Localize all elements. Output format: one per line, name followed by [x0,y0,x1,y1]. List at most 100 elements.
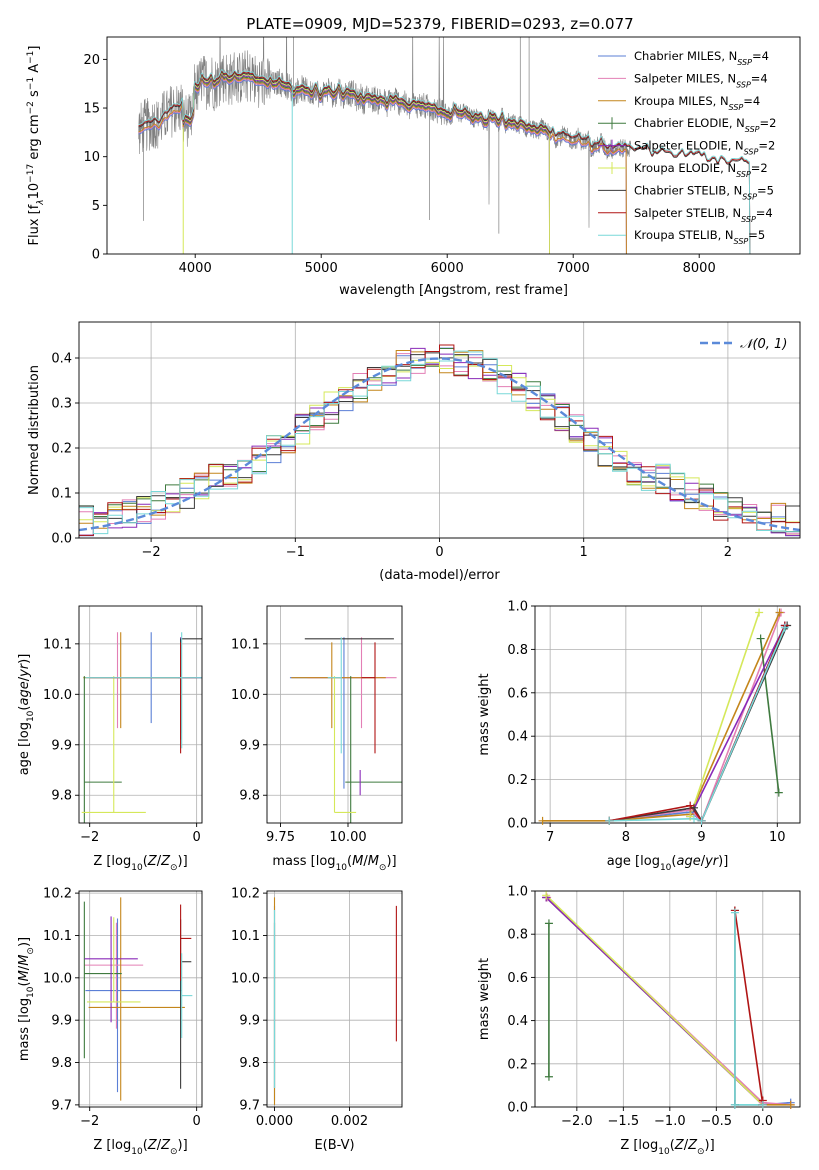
tick-label-y: 9.7 [239,1098,260,1113]
plot-area-residuals [79,344,800,537]
tick-label-x: 7 [546,830,554,845]
tick-label-y: 0.0 [51,532,72,547]
tick-label-x: 8 [622,830,630,845]
weight-marker-kroupa-stelib [780,623,789,632]
tick-label-y: 0.4 [51,352,72,367]
weight-marker-salpeter-stelib [686,801,695,810]
tick-label-y: 9.7 [51,1098,72,1113]
weight-marker-kroupa-miles [775,608,784,617]
y-axis-label: Normed distribution [27,365,42,495]
legend-entry: Chabrier STELIB, NSSP=5 [634,183,774,201]
plot-area-mass_vs_EBV [273,897,397,1105]
tick-label-y: 0.8 [507,928,528,943]
tick-label-x: 4000 [179,261,212,276]
axes-frame [266,890,403,1108]
model-line-chabrier-stelib [138,71,751,254]
weight-marker-kroupa-stelib [730,1100,739,1109]
weight-marker-kroupa-stelib [690,814,698,823]
tick-label-y: 0.4 [507,1014,528,1029]
residual-hist-chabrier-stelib [79,352,800,524]
tick-label-x: 0.0 [752,1114,773,1129]
tick-label-x: 9 [697,830,705,845]
tick-label-x: −2 [80,830,99,845]
tick-label-x: 10.00 [329,830,366,845]
tick-label-y: 10 [83,150,100,165]
weight-line-kroupa-elodie [689,612,760,817]
weight-marker-chabrier-elodie [544,1072,553,1081]
plot-area-spectrum [138,37,751,254]
plot-area-mass_vs_Z [83,897,193,1101]
plot-area-weight_vs_age [542,612,788,823]
tick-label-y: 10.2 [231,887,260,902]
x-axis-label: Z [log10(Z/Z⊙)] [93,1138,187,1157]
tick-label-x: 0 [435,545,443,560]
weight-line-kroupa-stelib [609,627,786,822]
tick-label-y: 0.8 [507,643,528,658]
x-axis-label: age [log10(age/yr)] [607,854,729,873]
tick-label-x: −0.5 [701,1114,733,1129]
axes-age_vs_mass: 9.75 10.00 9.8 9.9 10.0 10.1 mass [log10(M/M⊙)… [231,605,403,873]
plot-area-age_vs_Z [81,632,202,823]
tick-label-x: 8000 [683,261,716,276]
tick-label-y: 0.0 [507,1101,528,1116]
tick-label-x: 5000 [305,261,338,276]
legend-entry: Kroupa ELODIE, NSSP=2 [634,161,768,179]
legend-entry: Salpeter STELIB, NSSP=4 [634,206,773,224]
tick-label-x: 0 [193,1114,201,1129]
tick-label-y: 9.9 [51,738,72,753]
tick-label-y: 10.1 [43,929,72,944]
axes-frame [78,605,203,824]
tick-label-x: 7000 [557,261,590,276]
x-axis-label: Z [log10(Z/Z⊙)] [93,854,187,873]
weight-line-kroupa-elodie [545,894,764,1106]
tick-label-y: 0.6 [507,686,528,701]
legend-entry: Salpeter ELODIE, NSSP=2 [634,139,775,157]
legend-entry: Chabrier ELODIE, NSSP=2 [634,116,776,134]
x-axis-label: wavelength [Angstrom, rest frame] [339,283,568,298]
tick-label-x: 0 [193,830,201,845]
axes-spectrum: 4000 5000 6000 7000 8000 0 5 10 15 20 wavelength [… [26,36,801,298]
weight-marker-chabrier-elodie [774,788,783,797]
tick-label-y: 9.9 [239,738,260,753]
axes-frame [534,890,801,1108]
tick-label-x: −1.0 [654,1114,686,1129]
legend-entry: Salpeter MILES, NSSP=4 [634,71,768,89]
weight-marker-kroupa-stelib [730,908,739,917]
tick-label-x: 6000 [431,261,464,276]
weight-marker-kroupa-elodie [755,608,764,617]
tick-label-y: 10.2 [43,887,72,902]
axes-weight_vs_age: 7 8 9 10 0.0 0.2 0.4 0.6 0.8 1.0 age [log10(age/yr… [477,600,801,873]
y-axis-label: Flux [fλ10−17 erg cm−2 s−1 A−1] [26,46,46,246]
tick-label-x: 10 [769,830,786,845]
x-axis-label: E(B-V) [314,1138,354,1153]
axes-frame [78,890,203,1108]
tick-label-x: −1 [286,545,305,560]
axes-residuals: −2 −1 0 1 2 0.0 0.1 0.2 0.3 0.4 (data-model)/error… [27,321,801,583]
tick-label-y: 9.8 [239,789,260,804]
y-axis-label: age [log10(age/yr)] [17,654,36,776]
weight-marker-chabrier-elodie [544,919,553,928]
axes-age_vs_Z: −2 0 9.8 9.9 10.0 10.1 Z [log10(Z/Z⊙)] age [log… [17,605,203,873]
weight-line-chabrier-elodie [759,638,780,793]
tick-label-x: 2 [724,545,732,560]
tick-label-x: −2 [142,545,161,560]
legend-entry: Kroupa MILES, NSSP=4 [634,94,760,112]
legend-entry: Kroupa STELIB, NSSP=5 [634,228,765,246]
weight-marker-kroupa-stelib [697,816,706,825]
tick-label-y: 0.1 [51,487,72,502]
residual-hist-kroupa-stelib [79,350,800,535]
legend-entry: 𝒩(0, 1) [740,337,787,352]
y-axis-label: mass weight [477,958,492,1040]
tick-label-y: 0.6 [507,971,528,986]
axes-mass_vs_Z: −2 0 9.7 9.8 9.9 10.0 10.1 10.2 Z [log10(Z/Z⊙)] m… [17,887,203,1157]
tick-label-x: −1.5 [608,1114,640,1129]
axes-frame [106,36,801,255]
tick-label-y: 10.0 [43,971,72,986]
tick-label-x: 1 [580,545,588,560]
tick-label-x: 0.000 [256,1114,293,1129]
weight-marker-kroupa-miles [786,1100,795,1109]
tick-label-y: 9.8 [239,1056,260,1071]
tick-label-y: 10.0 [231,688,260,703]
y-axis-label: mass [log10(M/M⊙)] [17,937,36,1061]
